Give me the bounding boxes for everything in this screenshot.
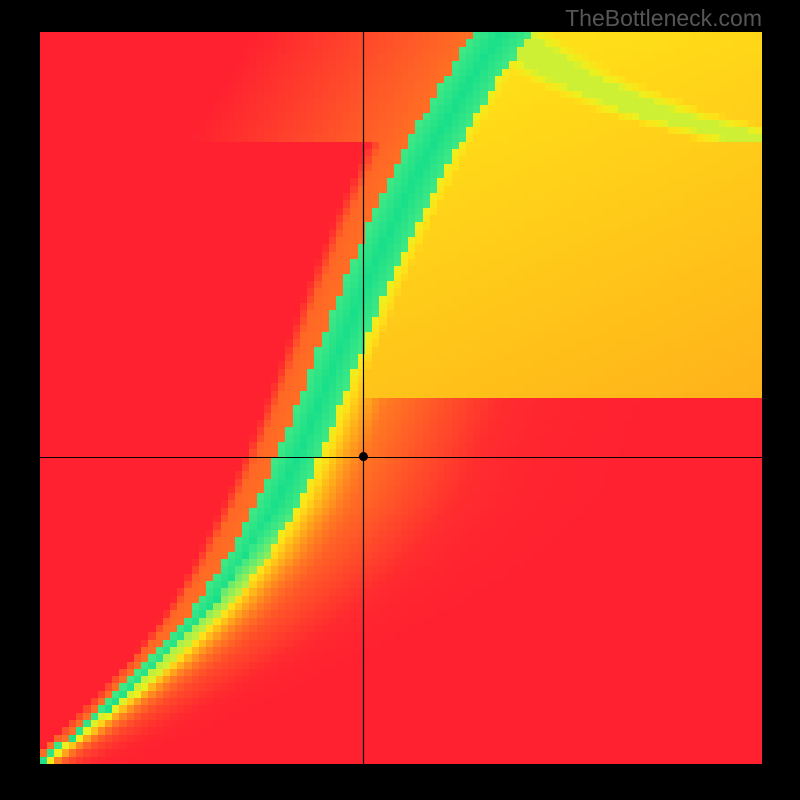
chart-root: TheBottleneck.com — [0, 0, 800, 800]
bottleneck-heatmap — [40, 32, 762, 764]
source-watermark: TheBottleneck.com — [565, 5, 762, 32]
